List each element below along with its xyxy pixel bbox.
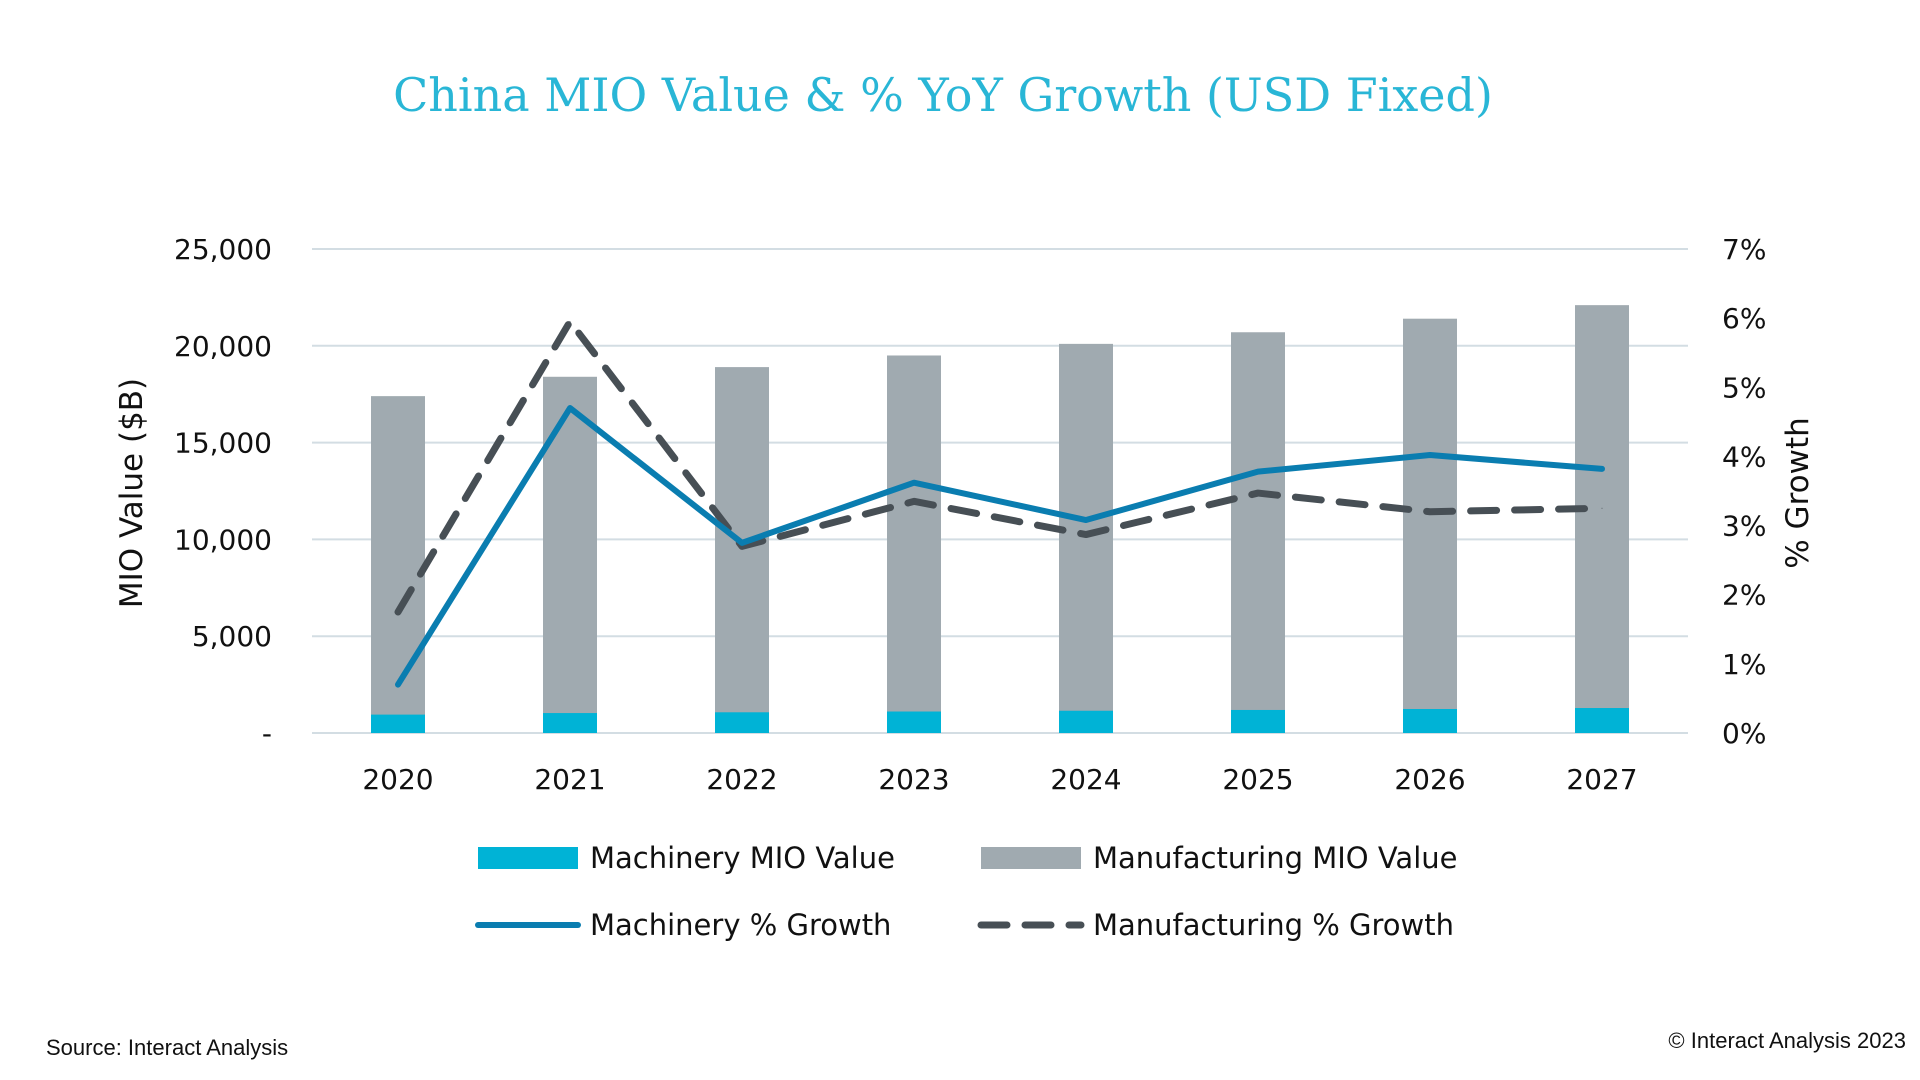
bar-machinery-mio-value <box>543 713 597 733</box>
axis-layer: - 5,000 10,000 15,000 20,000 25,000 0% 1% 2% 3% 4%… <box>174 233 1766 796</box>
bar-machinery-mio-value <box>371 714 425 733</box>
y-tick-label: 5,000 <box>192 620 272 653</box>
legend-swatch-machinery-mio-value <box>478 847 578 869</box>
line-machinery-growth <box>395 405 1605 688</box>
y2-axis-title: % Growth <box>1780 417 1816 569</box>
point-machinery-growth <box>741 542 743 544</box>
bar-layer <box>371 305 1629 733</box>
point-machinery-growth <box>1601 468 1603 470</box>
bar-manufacturing-mio-value <box>1403 318 1457 733</box>
y-tick-label: - <box>262 717 272 750</box>
bar-manufacturing-mio-value <box>715 367 769 733</box>
line-manufacturing-growth <box>394 318 1606 616</box>
point-manufacturing-growth <box>913 500 915 502</box>
bar-machinery-mio-value <box>1575 708 1629 733</box>
bar-machinery-mio-value <box>1403 708 1457 733</box>
point-manufacturing-growth <box>1601 507 1603 509</box>
bar-manufacturing-mio-value <box>1059 343 1113 733</box>
point-manufacturing-growth <box>569 321 571 323</box>
point-machinery-growth <box>397 684 399 686</box>
y-tick-label: 15,000 <box>174 427 272 460</box>
legend-swatch-manufacturing-mio-value <box>981 847 1081 869</box>
copyright-note: © Interact Analysis 2023 <box>1668 1028 1906 1053</box>
point-manufacturing-growth <box>1429 511 1431 513</box>
y2-tick-label: 6% <box>1722 302 1766 335</box>
x-tick-label: 2024 <box>1050 763 1121 796</box>
bar-manufacturing-mio-value <box>543 376 597 733</box>
y2-tick-label: 7% <box>1722 233 1766 266</box>
point-machinery-growth <box>1429 454 1431 456</box>
bar-machinery-mio-value <box>887 711 941 733</box>
y2-tick-label: 0% <box>1722 717 1766 750</box>
x-tick-label: 2025 <box>1222 763 1293 796</box>
point-manufacturing-growth <box>1085 534 1087 536</box>
point-machinery-growth <box>913 482 915 484</box>
bar-manufacturing-mio-value <box>371 396 425 733</box>
chart-title: China MIO Value & % YoY Growth (USD Fixe… <box>393 68 1493 122</box>
y2-tick-label: 2% <box>1722 579 1766 612</box>
y-tick-label: 20,000 <box>174 330 272 363</box>
bar-manufacturing-mio-value <box>1231 332 1285 733</box>
bar-machinery-mio-value <box>1059 710 1113 733</box>
x-tick-label: 2021 <box>534 763 605 796</box>
y2-tick-label: 5% <box>1722 371 1766 404</box>
point-machinery-growth <box>1085 519 1087 521</box>
bar-machinery-mio-value <box>715 712 769 733</box>
x-tick-label: 2023 <box>878 763 949 796</box>
y-tick-label: 10,000 <box>174 523 272 556</box>
x-tick-label: 2026 <box>1394 763 1465 796</box>
x-tick-label: 2027 <box>1566 763 1637 796</box>
y2-tick-label: 3% <box>1722 510 1766 543</box>
source-note: Source: Interact Analysis <box>46 1035 288 1060</box>
bar-manufacturing-mio-value <box>1575 305 1629 733</box>
legend: Machinery MIO Value Manufacturing MIO Val… <box>475 841 1457 942</box>
point-manufacturing-growth <box>397 611 399 613</box>
bar-machinery-mio-value <box>1231 709 1285 733</box>
point-machinery-growth <box>1257 471 1259 473</box>
x-tick-label: 2022 <box>706 763 777 796</box>
legend-label-manufacturing-mio-value: Manufacturing MIO Value <box>1093 841 1457 875</box>
grid-lines <box>312 248 1688 734</box>
line-layer <box>394 318 1606 688</box>
x-tick-label: 2020 <box>362 763 433 796</box>
legend-label-machinery-growth: Machinery % Growth <box>590 908 891 942</box>
legend-label-manufacturing-growth: Manufacturing % Growth <box>1093 908 1454 942</box>
point-manufacturing-growth <box>741 545 743 547</box>
legend-label-machinery-mio-value: Machinery MIO Value <box>590 841 895 875</box>
y-axis-title: MIO Value ($B) <box>114 378 150 608</box>
y2-tick-label: 4% <box>1722 440 1766 473</box>
y2-tick-label: 1% <box>1722 648 1766 681</box>
bar-manufacturing-mio-value <box>887 355 941 733</box>
point-manufacturing-growth <box>1257 492 1259 494</box>
y-tick-label: 25,000 <box>174 233 272 266</box>
point-machinery-growth <box>569 407 571 409</box>
